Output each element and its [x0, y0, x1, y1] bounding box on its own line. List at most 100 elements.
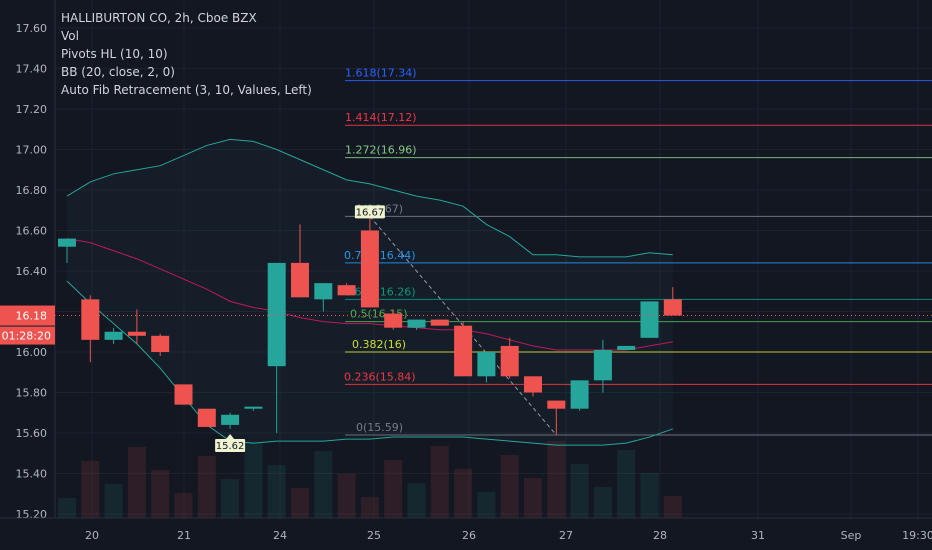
countdown-text: 01:28:20: [2, 330, 51, 343]
time-axis-bg: [0, 518, 932, 550]
volume-bar: [291, 488, 309, 518]
legend-pivots[interactable]: Pivots HL (10, 10): [61, 47, 168, 61]
volume-bar: [314, 451, 333, 518]
time-tick: 21: [177, 529, 191, 542]
candle-body: [314, 283, 333, 300]
candle-body: [454, 325, 473, 377]
candle-body: [267, 262, 286, 367]
price-tick: 15.80: [16, 387, 48, 400]
candle-body: [291, 262, 309, 298]
volume-bar: [430, 446, 449, 518]
candle-body: [500, 345, 519, 377]
volume-bar: [127, 447, 146, 518]
volume-bar: [221, 479, 240, 518]
time-tick: 27: [559, 529, 573, 542]
time-axis: 20 21 24 25 26 27 28 31 Sep 19:30: [0, 517, 932, 550]
bb-upper-line: [66, 138, 673, 258]
fib-label: 0.236(15.84): [344, 370, 416, 383]
bb-basis-line: [66, 238, 673, 351]
price-tick: 16.00: [16, 346, 48, 359]
candle-body: [174, 384, 193, 405]
fib-label: 0.786(16.44): [344, 249, 416, 262]
volume-bar: [360, 497, 379, 518]
volume-bar: [337, 474, 356, 518]
legend-fib[interactable]: Auto Fib Retracement (3, 10, Values, Lef…: [61, 83, 312, 97]
grid-lines: [55, 0, 932, 518]
candle-body: [570, 380, 589, 409]
price-tick: 16.40: [16, 265, 48, 278]
volume-bar: [104, 484, 123, 518]
volume-bar: [81, 461, 100, 518]
candle-body: [197, 408, 216, 427]
fib-label: 1.272(16.96): [345, 144, 417, 157]
volume-bar: [454, 469, 473, 518]
pivot-low-text: 15.62: [216, 441, 245, 452]
volume-bar: [593, 487, 612, 518]
candles: [58, 216, 682, 436]
last-price-tag: 16.18: [0, 305, 55, 326]
volume-bar: [267, 465, 286, 518]
volume-bar: [547, 441, 566, 518]
fib-label: 1.618(17.34): [345, 67, 417, 80]
candle-body: [547, 400, 566, 409]
price-tick: 16.60: [16, 225, 48, 238]
legend-symbol[interactable]: HALLIBURTON CO, 2h, Cboe BZX: [61, 11, 257, 25]
candle-body: [337, 285, 356, 296]
volume-bar: [570, 464, 589, 518]
volume-bar: [58, 498, 76, 518]
candle-body: [221, 414, 240, 425]
candle-body: [104, 331, 123, 340]
price-tick: 17.20: [16, 103, 48, 116]
price-tick: 16.80: [16, 184, 48, 197]
time-tick: 20: [85, 529, 99, 542]
candle-body: [640, 301, 659, 338]
candle-body: [430, 319, 449, 326]
time-tick: 19:30: [902, 529, 932, 542]
pivot-low-arrow: [226, 433, 235, 439]
volume-bar: [663, 496, 682, 518]
volume-bar: [617, 450, 636, 518]
legend-vol[interactable]: Vol: [61, 29, 79, 43]
time-tick: 26: [462, 529, 476, 542]
volume-bar: [407, 483, 426, 518]
time-tick: 25: [367, 529, 381, 542]
fib-label: 0.382(16): [352, 338, 406, 351]
pivot-labels: 16.67 15.62: [215, 205, 385, 452]
time-tick: Sep: [841, 529, 862, 542]
price-axis: 17.60 17.40 17.20 17.00 16.80 16.60 16.40 16.00…: [0, 0, 56, 521]
volume-bar: [244, 442, 263, 518]
candle-body: [384, 313, 403, 328]
last-price-text: 16.18: [16, 310, 48, 323]
candle-body: [81, 299, 100, 340]
pivot-low-label: 15.62: [215, 433, 246, 452]
volume-bar: [524, 478, 542, 518]
candle-body: [593, 349, 612, 381]
time-tick: 31: [751, 529, 765, 542]
time-tick: 24: [273, 529, 287, 542]
volume-bar: [197, 456, 216, 518]
candle-body: [477, 352, 496, 377]
volume-bars: [58, 441, 682, 518]
volume-bar: [640, 473, 659, 518]
price-tick: 15.40: [16, 468, 48, 481]
pivot-high-text: 16.67: [356, 207, 385, 218]
price-tick: 17.40: [16, 63, 48, 76]
pivot-high-label: 16.67: [354, 205, 385, 219]
volume-bar: [384, 460, 403, 518]
time-tick: 28: [653, 529, 667, 542]
candle-body: [127, 331, 146, 336]
volume-bar: [174, 493, 193, 518]
bb-lower-line: [66, 280, 673, 446]
volume-bar: [477, 492, 496, 518]
candle-body: [151, 335, 170, 352]
candle-body: [407, 319, 426, 328]
legend-bb[interactable]: BB (20, close, 2, 0): [61, 65, 175, 79]
price-axis-bg: [0, 0, 55, 518]
candle-body: [58, 238, 76, 247]
volume-bar: [500, 455, 519, 518]
candle-body: [524, 376, 542, 393]
candle-body: [663, 299, 682, 316]
candle-body: [617, 345, 636, 350]
